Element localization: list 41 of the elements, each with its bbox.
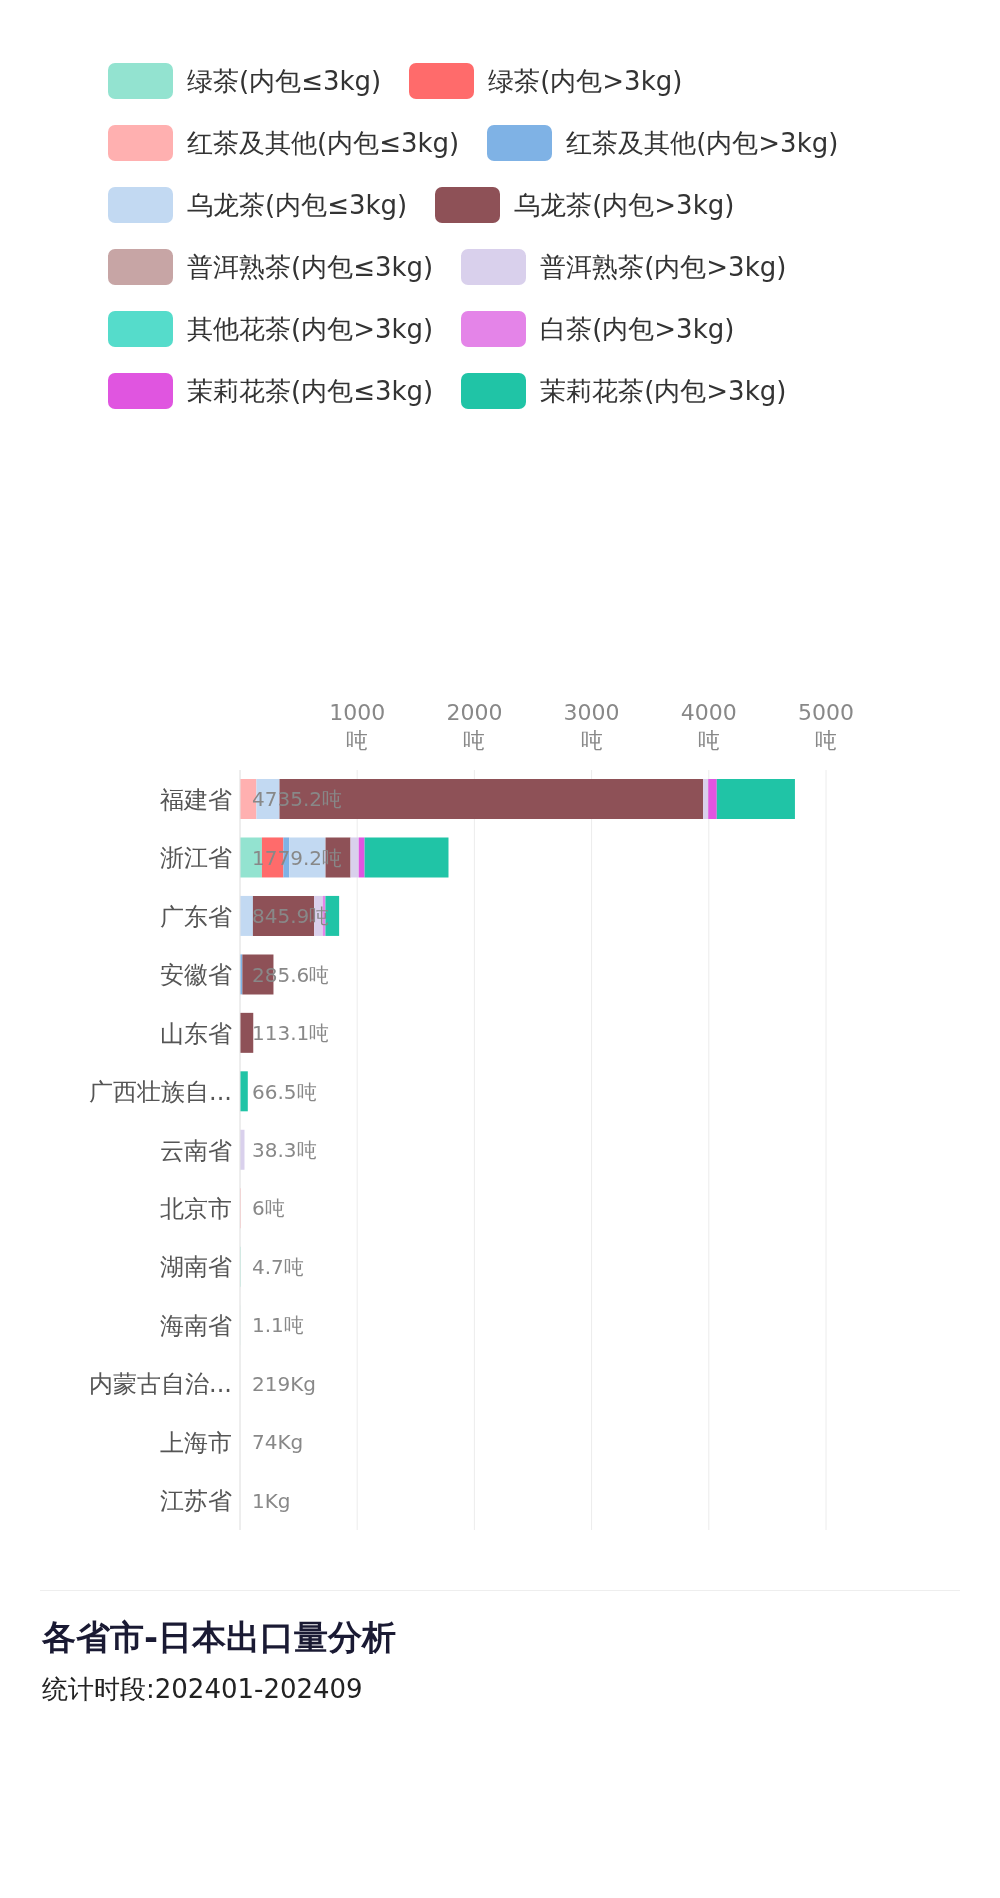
legend-label: 红茶及其他(内包>3kg) [566, 126, 839, 160]
total-label: 4.7吨 [252, 1253, 304, 1281]
x-tick-label: 5000 吨 [798, 700, 854, 753]
total-label: 1Kg [252, 1487, 291, 1515]
y-tick-label: 海南省 [160, 1311, 232, 1340]
y-tick-label: 广东省 [160, 902, 232, 931]
y-tick-label: 上海市 [160, 1428, 232, 1457]
legend-label: 乌龙茶(内包≤3kg) [187, 188, 408, 222]
total-label: 6吨 [252, 1195, 285, 1223]
y-tick-label: 广西壮族自... [89, 1078, 232, 1107]
total-label: 113.1吨 [252, 1020, 330, 1048]
total-label: 74Kg [252, 1429, 304, 1457]
y-tick-label: 安徽省 [160, 961, 232, 990]
y-tick-label: 江苏省 [160, 1487, 232, 1516]
y-tick-label: 山东省 [160, 1019, 232, 1048]
y-tick-label: 浙江省 [160, 844, 232, 873]
text: 统计时段:202401-202409 [42, 1673, 363, 1706]
y-tick-label: 云南省 [160, 1136, 232, 1165]
y-tick-label: 内蒙古自治... [89, 1370, 232, 1399]
y-tick-label: 北京市 [160, 1194, 232, 1223]
x-tick-label: 3000 吨 [563, 700, 620, 753]
legend-label: 普洱熟茶(内包≤3kg) [187, 250, 434, 284]
legend-label: 茉莉花茶(内包>3kg) [540, 374, 787, 408]
total-label: 1.1吨 [252, 1312, 304, 1340]
y-tick-label: 福建省 [160, 785, 232, 814]
legend-label: 茉莉花茶(内包≤3kg) [187, 374, 434, 408]
total-label: 219Kg [252, 1370, 316, 1398]
legend-label: 绿茶(内包≤3kg) [187, 64, 382, 98]
legend-label: 乌龙茶(内包>3kg) [514, 188, 735, 222]
x-tick-label: 2000 吨 [446, 700, 503, 753]
legend-label: 普洱熟茶(内包>3kg) [540, 250, 787, 284]
legend-label: 绿茶(内包>3kg) [488, 64, 683, 98]
x-tick-label: 1000 吨 [329, 700, 386, 753]
legend-label: 白茶(内包>3kg) [540, 312, 735, 346]
total-label: 66.5吨 [252, 1078, 317, 1106]
x-tick-label: 4000 吨 [680, 700, 737, 753]
total-label: 38.3吨 [252, 1137, 317, 1164]
y-tick-label: 湖南省 [160, 1253, 232, 1282]
text: 各省市-日本出口量分析 [42, 1616, 397, 1659]
legend-label: 红茶及其他(内包≤3kg) [187, 126, 460, 160]
legend-label: 其他花茶(内包>3kg) [187, 312, 434, 346]
